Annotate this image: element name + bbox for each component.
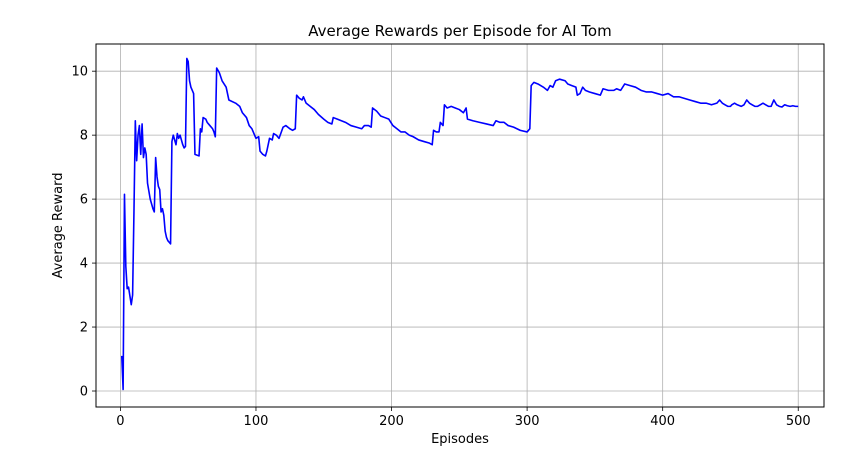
- x-tick-label: 400: [650, 414, 675, 429]
- y-tick-label: 4: [80, 257, 88, 272]
- x-tick-label: 100: [244, 414, 269, 429]
- y-tick-label: 6: [80, 193, 88, 208]
- x-tick-label: 500: [786, 414, 811, 429]
- x-tick-label: 200: [379, 414, 404, 429]
- y-tick-label: 8: [80, 129, 88, 144]
- y-tick-label: 2: [80, 321, 88, 336]
- x-tick-label: 0: [116, 414, 124, 429]
- y-tick-label: 0: [80, 385, 88, 400]
- series-group: [120, 57, 799, 391]
- reward-series-line: [120, 57, 799, 391]
- x-tick-label: 300: [515, 414, 540, 429]
- axis-ticks: 0 100 200 300 400 500 0 2 4 6 8 10: [71, 65, 810, 429]
- x-axis-label: Episodes: [431, 432, 489, 447]
- y-axis-label: Average Reward: [51, 173, 66, 279]
- plot-frame: [95, 43, 825, 408]
- y-tick-label: 10: [71, 65, 88, 80]
- chart-title: Average Rewards per Episode for AI Tom: [308, 22, 611, 40]
